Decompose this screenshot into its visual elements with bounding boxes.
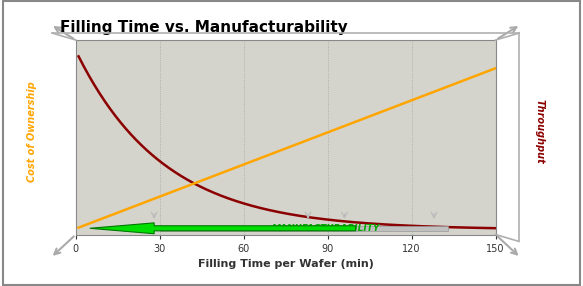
Text: Throughput: Throughput xyxy=(534,99,545,164)
Text: Filling Time vs. Manufacturability: Filling Time vs. Manufacturability xyxy=(60,20,348,35)
Bar xyxy=(160,226,448,231)
X-axis label: Filling Time per Wafer (min): Filling Time per Wafer (min) xyxy=(198,259,374,269)
Polygon shape xyxy=(90,223,356,234)
Text: MANUFACTURABILITY: MANUFACTURABILITY xyxy=(272,224,381,233)
Text: Cost of Ownership: Cost of Ownership xyxy=(27,81,37,182)
